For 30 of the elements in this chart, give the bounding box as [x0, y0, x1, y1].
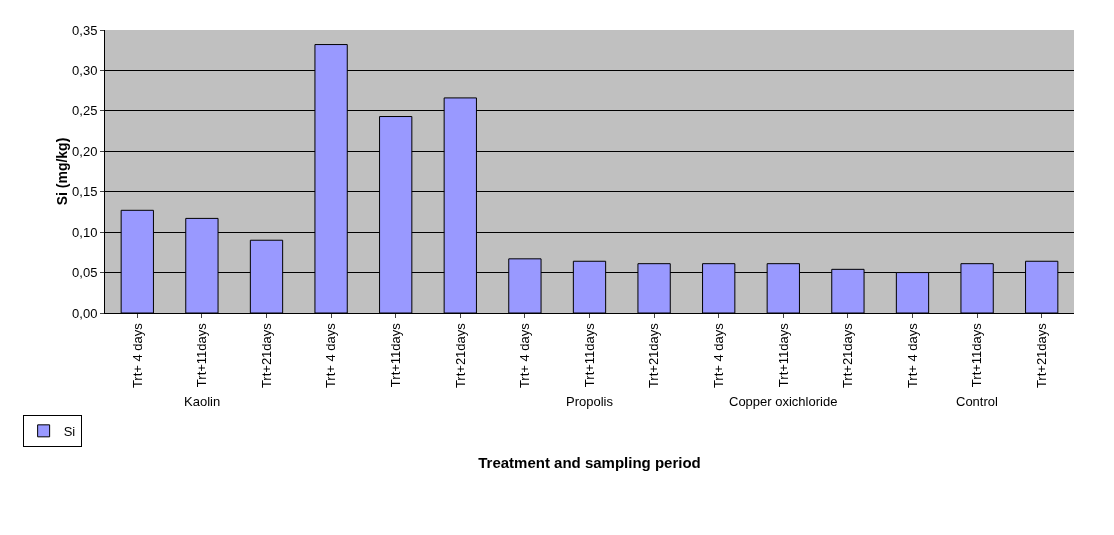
- x-tick-label: Trt+21days: [646, 322, 662, 389]
- x-tick-label: Trt+21days: [258, 322, 274, 389]
- y-tick-label: 0,15: [72, 184, 98, 200]
- y-tick-label: 0,10: [72, 224, 98, 240]
- y-tick-label: 0,30: [72, 62, 98, 78]
- text: Kaolin: [184, 394, 221, 409]
- y-axis-title: Si (mg/kg): [54, 137, 70, 206]
- x-tick-label: Trt+ 4 days: [129, 322, 145, 389]
- legend-label: Si: [63, 423, 76, 439]
- x-tick-label: Trt+11days: [969, 322, 985, 388]
- x-tick-label: Trt+11days: [581, 322, 597, 388]
- x-axis-title: Treatment and sampling period: [478, 454, 701, 472]
- y-tick-label: 0,35: [72, 22, 98, 38]
- x-tick-label: Trt+11days: [387, 322, 403, 388]
- x-tick-label: Trt+ 4 days: [323, 322, 339, 389]
- x-tick-label: Trt+ 4 days: [710, 322, 726, 389]
- y-tick-label: 0,05: [72, 265, 98, 281]
- x-tick-label: Trt+21days: [452, 322, 468, 389]
- x-tick-label: Trt+ 4 days: [517, 322, 533, 389]
- y-tick-label: 0,00: [72, 305, 98, 321]
- text: Copper oxichloride: [729, 394, 838, 409]
- x-tick-label: Trt+21days: [1033, 322, 1049, 389]
- x-tick-label: Trt+11days: [194, 322, 210, 388]
- y-tick-label: 0,20: [72, 143, 98, 159]
- x-tick-label: Trt+21days: [840, 322, 856, 389]
- text: Control: [956, 394, 999, 409]
- x-tick-label: Trt+ 4 days: [904, 322, 920, 389]
- text: Propolis: [566, 394, 614, 409]
- x-tick-label: Trt+11days: [775, 322, 791, 388]
- y-tick-label: 0,25: [72, 103, 98, 119]
